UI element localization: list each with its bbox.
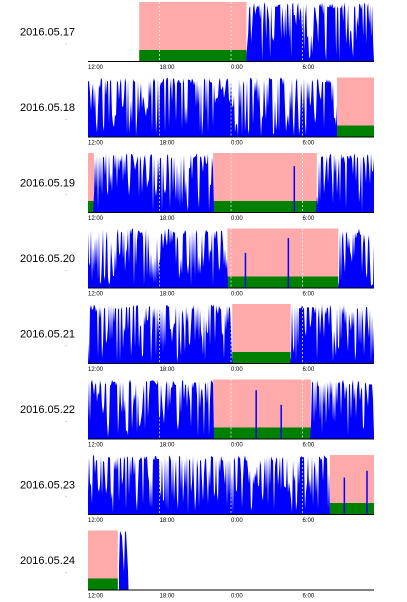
x-tick-label: 18:00 xyxy=(160,141,176,147)
x-tick-label: 6:00 xyxy=(303,65,315,71)
activity-trace xyxy=(118,530,129,590)
date-label-dot: · xyxy=(65,268,67,274)
x-tick-label: 0:00 xyxy=(231,216,243,222)
sleep-bar xyxy=(213,427,311,439)
date-label: 2016.05.24 xyxy=(20,555,75,567)
day-panel: 2016.05.22 · 12:00 18:00 0:00 6:00 xyxy=(20,379,374,449)
date-label: 2016.05.19 xyxy=(20,178,75,190)
x-tick-label: 12:00 xyxy=(88,141,104,147)
sleep-bar xyxy=(88,578,118,590)
x-tick-label: 0:00 xyxy=(231,141,243,147)
day-panel: 2016.05.18 · 12:00 18:00 0:00 6:00 xyxy=(20,77,374,147)
x-tick-label: 0:00 xyxy=(231,292,243,298)
date-label-dot: · xyxy=(65,419,67,425)
x-tick-label: 12:00 xyxy=(88,518,104,524)
sleep-bar xyxy=(337,125,374,137)
x-tick-label: 12:00 xyxy=(88,594,104,600)
day-panel: 2016.05.21 · 12:00 18:00 0:00 6:00 xyxy=(20,304,374,373)
date-label: 2016.05.17 xyxy=(20,27,75,39)
activity-spike xyxy=(255,390,257,439)
x-tick-label: 12:00 xyxy=(88,292,104,298)
x-tick-label: 6:00 xyxy=(303,518,315,524)
date-label-dot: · xyxy=(65,495,67,501)
x-tick-label: 6:00 xyxy=(303,594,315,600)
x-tick-label: 12:00 xyxy=(88,216,104,222)
activity-spike xyxy=(293,15,296,62)
date-label-dot: · xyxy=(65,193,67,199)
x-tick-label: 0:00 xyxy=(231,594,243,600)
sleep-bar xyxy=(329,503,374,514)
activity-spike xyxy=(287,238,290,288)
activity-spike xyxy=(278,26,280,61)
x-tick-label: 12:00 xyxy=(88,367,104,373)
day-panel: 2016.05.17 · 12:00 18:00 0:00 6:00 xyxy=(20,2,374,71)
activity-trace xyxy=(151,2,374,61)
activity-spike xyxy=(244,252,247,288)
day-panel: 2016.05.19 · 12:00 18:00 0:00 6:00 xyxy=(20,153,374,222)
activity-trace xyxy=(88,77,338,137)
x-tick-label: 0:00 xyxy=(231,367,243,373)
x-tick-label: 6:00 xyxy=(303,141,315,147)
activity-spike xyxy=(366,470,368,514)
x-tick-label: 0:00 xyxy=(231,443,243,449)
sleep-bar xyxy=(88,201,94,212)
x-tick-label: 6:00 xyxy=(303,443,315,449)
x-tick-label: 0:00 xyxy=(231,518,243,524)
day-panel: 2016.05.20 · 12:00 18:00 0:00 6:00 xyxy=(20,228,374,298)
x-tick-label: 18:00 xyxy=(160,367,176,373)
sleep-bar xyxy=(213,201,317,212)
date-label: 2016.05.20 xyxy=(20,253,75,265)
sleep-bar xyxy=(139,50,247,61)
day-panel: 2016.05.24 · 12:00 18:00 0:00 6:00 xyxy=(20,530,374,600)
x-tick-label: 0:00 xyxy=(231,65,243,71)
day-panel: 2016.05.23 · 12:00 18:00 0:00 6:00 xyxy=(20,455,374,524)
date-label: 2016.05.21 xyxy=(20,329,75,341)
date-label-dot: · xyxy=(65,42,67,48)
x-tick-label: 18:00 xyxy=(160,594,176,600)
date-label-dot: · xyxy=(65,570,67,576)
sleep-bar xyxy=(232,352,291,363)
date-label-dot: · xyxy=(65,344,67,350)
date-label: 2016.05.23 xyxy=(20,480,75,492)
sleep-bar xyxy=(227,276,339,288)
date-label: 2016.05.22 xyxy=(20,404,75,416)
x-tick-label: 6:00 xyxy=(303,292,315,298)
date-label-dot: · xyxy=(65,117,67,123)
activity-spike xyxy=(293,166,296,212)
sleep-window xyxy=(88,153,94,212)
x-tick-label: 6:00 xyxy=(303,367,315,373)
x-tick-label: 18:00 xyxy=(160,518,176,524)
x-tick-label: 12:00 xyxy=(88,65,104,71)
activity-spike xyxy=(280,404,282,439)
x-tick-label: 18:00 xyxy=(160,216,176,222)
x-tick-label: 18:00 xyxy=(160,65,176,71)
x-tick-label: 12:00 xyxy=(88,443,104,449)
activity-spike xyxy=(343,477,346,514)
x-tick-label: 6:00 xyxy=(303,216,315,222)
x-tick-label: 18:00 xyxy=(160,443,176,449)
x-tick-label: 18:00 xyxy=(160,292,176,298)
date-label: 2016.05.18 xyxy=(20,102,75,114)
